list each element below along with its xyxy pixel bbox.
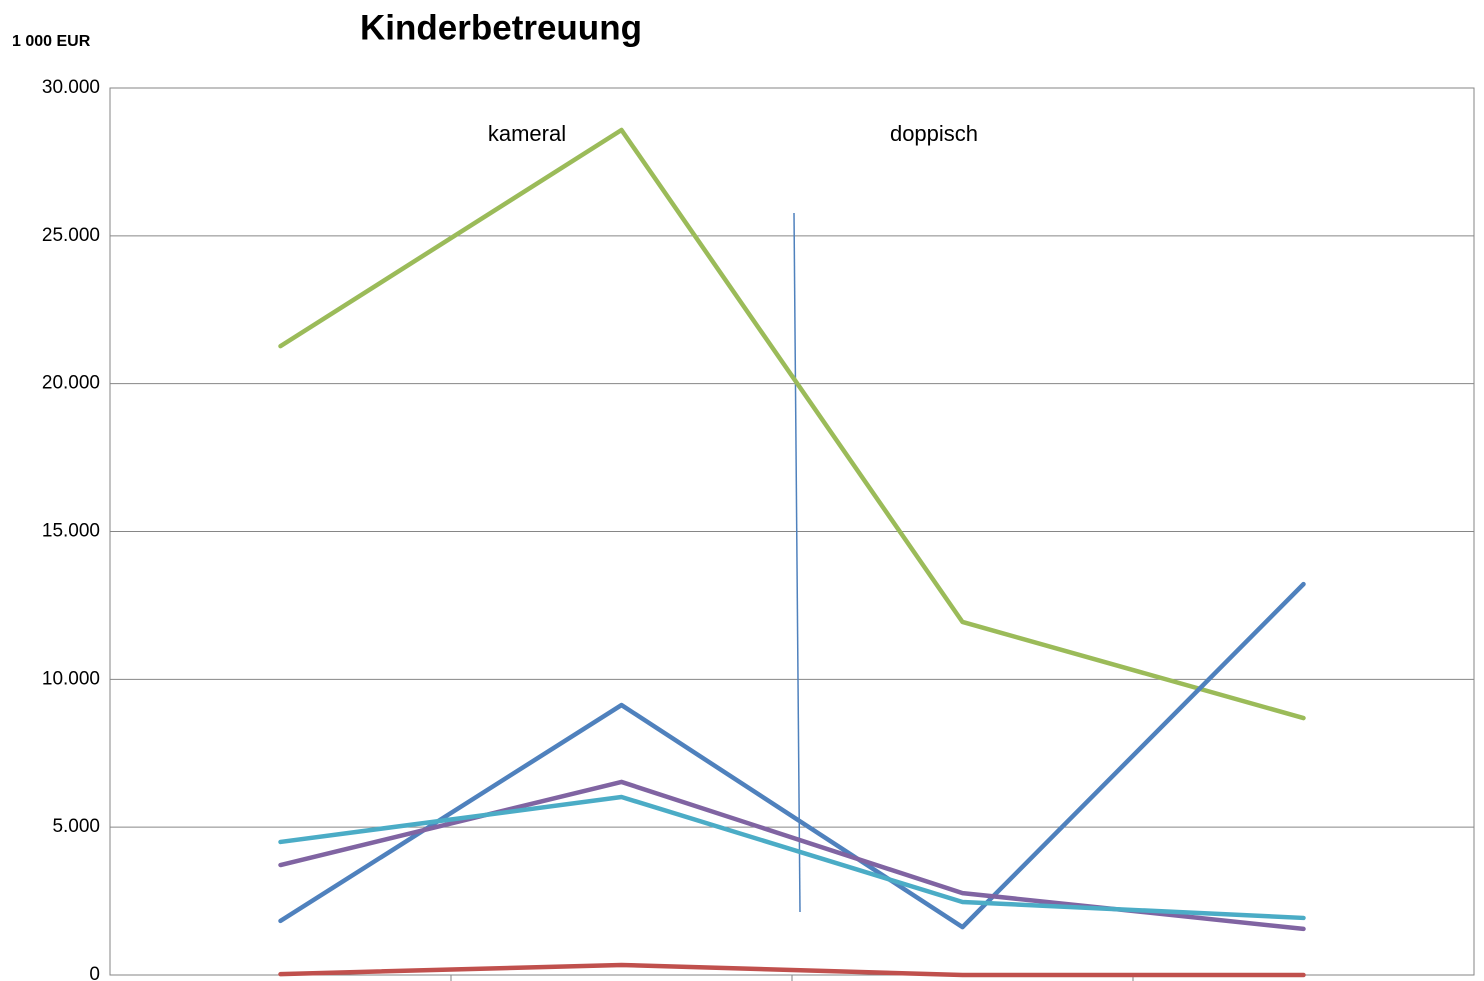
y-tick-label: 0	[89, 964, 100, 981]
series-line	[278, 962, 1306, 978]
series-line	[278, 779, 1306, 932]
y-tick-label: 20.000	[42, 373, 100, 394]
y-unit-label: 1 000 EUR	[12, 33, 91, 50]
chart-title: Kinderbetreuung	[360, 8, 642, 47]
series-line	[278, 581, 1306, 930]
divider	[793, 212, 801, 913]
annotation: kameral	[488, 121, 566, 146]
y-tick-label: 5.000	[52, 816, 100, 837]
series-line	[278, 794, 1306, 921]
annotation: doppisch	[890, 121, 978, 146]
y-tick-label: 30.000	[42, 77, 100, 98]
y-tick-label: 15.000	[42, 521, 100, 542]
y-tick-label: 10.000	[42, 668, 100, 689]
series-line	[278, 127, 1306, 721]
y-tick-label: 25.000	[42, 225, 100, 246]
